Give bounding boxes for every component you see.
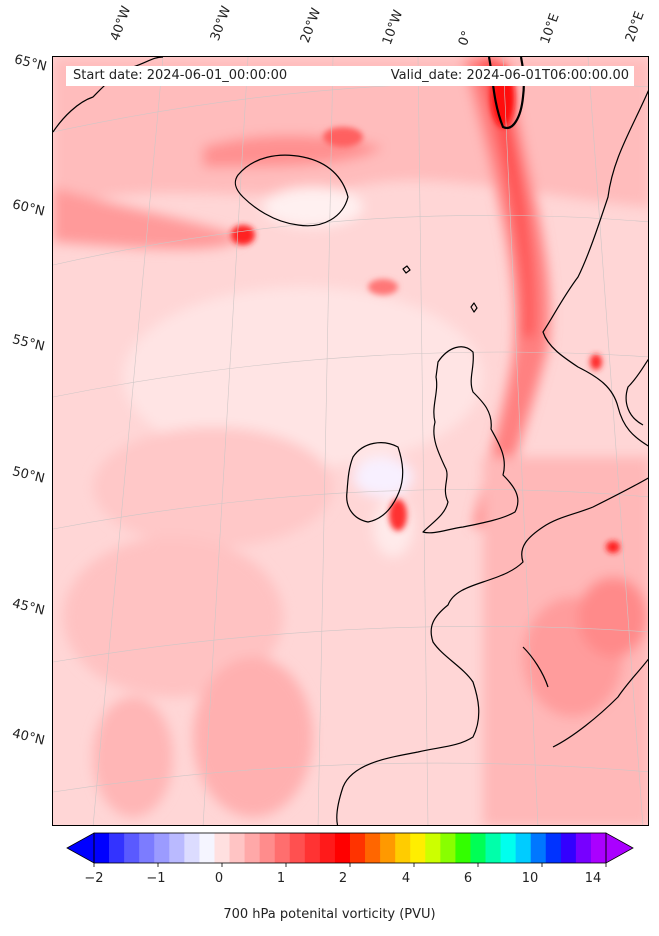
- colorbar-cell: [575, 833, 592, 863]
- colorbar-cell: [590, 833, 607, 863]
- colorbar-cell: [485, 833, 501, 863]
- cbar-tick-label-3: 1: [276, 871, 286, 886]
- colorbar-cell: [154, 833, 170, 863]
- colorbar-cell: [560, 833, 577, 863]
- colorbar-cell: [199, 833, 215, 863]
- colorbar-cell: [395, 833, 411, 863]
- lat-label-40n: 40°N: [10, 726, 47, 749]
- colorbar-cell: [274, 833, 291, 863]
- colorbar-extend-low: [66, 832, 95, 864]
- colorbar-cell: [289, 833, 306, 863]
- colorbar-ticks: [93, 863, 607, 867]
- colorbar-cell: [365, 833, 381, 863]
- colorbar-cell: [470, 833, 486, 863]
- colorbar-extend-high: [605, 832, 634, 864]
- map-frame: [52, 56, 649, 826]
- pv-field-patches: [53, 57, 648, 825]
- cbar-tick-label-0: −2: [84, 871, 104, 886]
- colorbar-cell: [500, 833, 517, 863]
- colorbar-cell: [425, 833, 441, 863]
- lat-label-50n: 50°N: [10, 464, 47, 487]
- lon-label-20w: 20°W: [297, 6, 325, 45]
- colorbar-cell: [109, 833, 125, 863]
- cbar-tick-label-6: 6: [463, 871, 473, 886]
- colorbar-cell: [229, 833, 245, 863]
- lon-label-10w: 10°W: [379, 8, 407, 47]
- colorbar-cell: [259, 833, 276, 863]
- colorbar-cell: [530, 833, 547, 863]
- lat-label-65n: 65°N: [12, 52, 49, 75]
- cbar-tick-label-7: 10: [521, 871, 539, 886]
- colorbar-cell: [440, 833, 456, 863]
- lon-label-40w: 40°W: [107, 4, 135, 43]
- cbar-tick-label-4: 2: [338, 871, 348, 886]
- potential-vorticity-map: [53, 57, 648, 825]
- colorbar-cell: [410, 833, 426, 863]
- colorbar-cell: [304, 833, 321, 863]
- colorbar-cell: [184, 833, 200, 863]
- colorbar-cell: [545, 833, 562, 863]
- cbar-tick-label-1: −1: [146, 871, 166, 886]
- colorbar-cell: [124, 833, 140, 863]
- lon-label-0: 0°: [455, 28, 476, 48]
- cbar-tick-label-5: 4: [401, 871, 411, 886]
- cbar-tick-label-8: 14: [584, 871, 602, 886]
- lat-label-45n: 45°N: [10, 596, 47, 619]
- colorbar-cell: [139, 833, 155, 863]
- lon-label-30w: 30°W: [207, 4, 235, 43]
- colorbar-cell: [169, 833, 185, 863]
- colorbar: [66, 832, 634, 867]
- colorbar-cell: [214, 833, 230, 863]
- lat-label-55n: 55°N: [10, 332, 47, 355]
- cbar-tick-label-2: 0: [214, 871, 224, 886]
- lon-label-10e: 10°E: [537, 11, 563, 47]
- colorbar-cell: [455, 833, 471, 863]
- lon-label-20e: 20°E: [622, 9, 648, 45]
- colorbar-cell: [319, 833, 336, 863]
- coastlines: [53, 57, 648, 825]
- colorbar-cell: [244, 833, 261, 863]
- colorbar-cell: [350, 833, 366, 863]
- colorbar-cell: [94, 833, 110, 863]
- colorbar-cell: [380, 833, 396, 863]
- colorbar-cell: [515, 833, 532, 863]
- colorbar-cells: [94, 833, 607, 863]
- start-date-label: Start date: 2024-06-01_00:00:00: [73, 68, 288, 83]
- graticule-lines: [53, 57, 648, 825]
- colorbar-cell: [334, 833, 351, 863]
- colorbar-title: 700 hPa potenital vorticity (PVU): [223, 907, 436, 922]
- date-info-bar: Start date: 2024-06-01_00:00:00 Valid_da…: [66, 66, 634, 86]
- valid-date-label: Valid_date: 2024-06-01T06:00:00.00: [390, 68, 629, 83]
- lat-label-60n: 60°N: [10, 197, 47, 220]
